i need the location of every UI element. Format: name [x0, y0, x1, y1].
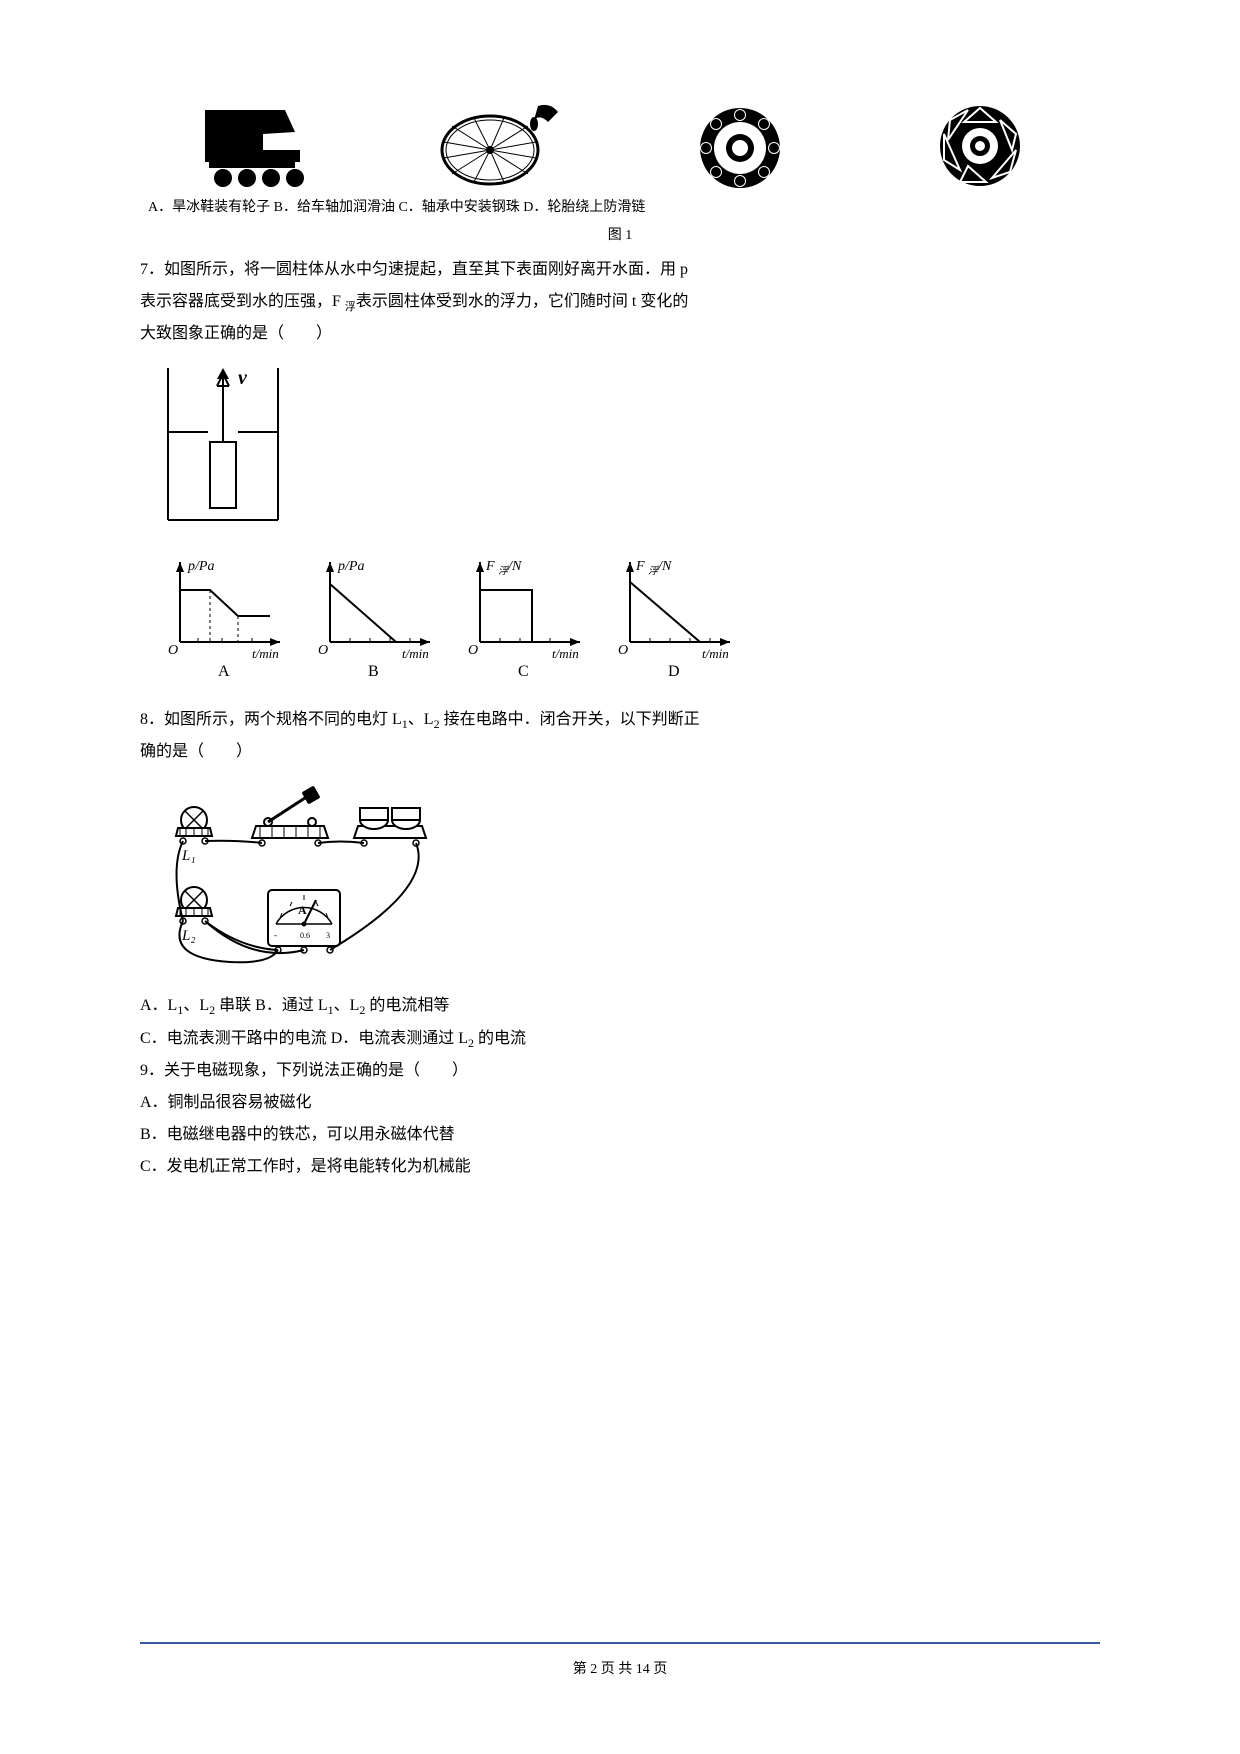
svg-text:O: O	[168, 643, 178, 658]
q8-opt-A-a: A．L	[140, 997, 177, 1014]
q7-options-svg: p/Pa t/min O A	[160, 552, 760, 682]
wheel-oil-icon	[430, 100, 570, 190]
svg-text:0.6: 0.6	[300, 931, 310, 940]
bearing-icon	[680, 100, 800, 190]
figure1-item-d	[860, 100, 1100, 190]
q8-line1-c: 接在电路中．闭合开关，以下判断正	[440, 711, 700, 728]
q8-opt-C: C．电流表测干路中的电流	[140, 1030, 327, 1047]
svg-text:O: O	[618, 643, 628, 658]
q7-line2-sub: 浮	[345, 301, 356, 313]
svg-text:t/min: t/min	[402, 646, 429, 661]
q9-stem: 9．关于电磁现象，下列说法正确的是（ ）	[140, 1055, 1100, 1087]
svg-text:t/min: t/min	[702, 646, 729, 661]
q8-line1-b: 、L	[408, 711, 434, 728]
q8-opt-B-b: 、L	[334, 997, 360, 1014]
svg-text:D: D	[668, 663, 680, 680]
svg-text:p/Pa: p/Pa	[337, 559, 364, 574]
q7-line2-b: 表示圆柱体受到水的浮力，它们随时间 t 变化的	[356, 293, 688, 310]
footer-a: 第	[573, 1662, 591, 1677]
svg-text:t/min: t/min	[552, 646, 579, 661]
q8-opt-B-a: B．通过 L	[251, 997, 327, 1014]
footer-b: 页 共	[597, 1662, 636, 1677]
q8-circuit-svg: L₁ L₂	[160, 778, 440, 968]
q8-opt-A-c: 串联	[215, 997, 251, 1014]
q8-diagram: L₁ L₂	[160, 778, 1100, 980]
q8-line2: 确的是（ ）	[140, 736, 1100, 768]
svg-text:p/Pa: p/Pa	[187, 559, 214, 574]
q7-line2-a: 表示容器底受到水的压强，F	[140, 293, 345, 310]
skate-icon	[195, 100, 325, 190]
figure1-caption: 图 1	[140, 222, 1100, 250]
svg-text:O: O	[468, 643, 478, 658]
tire-chain-icon	[920, 100, 1040, 190]
svg-text:L₁: L₁	[181, 848, 196, 864]
footer-divider	[140, 1642, 1100, 1644]
svg-text:O: O	[318, 643, 328, 658]
content-area: A．旱冰鞋装有轮子 B．给车轴加润滑油 C．轴承中安装钢珠 D．轮胎绕上防滑链 …	[140, 100, 1100, 1183]
svg-text:F 浮/N: F 浮/N	[635, 559, 672, 577]
q8-opt-A-b: 、L	[183, 997, 209, 1014]
figure1-images	[140, 100, 1100, 190]
q8-options-row1: A．L1、L2 串联 B．通过 L1、L2 的电流相等	[140, 990, 1100, 1022]
page: A．旱冰鞋装有轮子 B．给车轴加润滑油 C．轴承中安装钢珠 D．轮胎绕上防滑链 …	[0, 0, 1240, 1754]
svg-text:F 浮/N: F 浮/N	[485, 559, 522, 577]
svg-text:C: C	[518, 663, 529, 680]
q7-diagram: v	[160, 360, 1100, 542]
svg-text:-: -	[274, 930, 277, 940]
footer-total: 14	[636, 1662, 650, 1677]
q8-opt-B-c: 的电流相等	[365, 997, 449, 1014]
figure1-item-c	[620, 100, 860, 190]
q8-line1: 8．如图所示，两个规格不同的电灯 L1、L2 接在电路中．闭合开关，以下判断正	[140, 704, 1100, 736]
figure1-caption-row: A．旱冰鞋装有轮子 B．给车轴加润滑油 C．轴承中安装钢珠 D．轮胎绕上防滑链	[140, 194, 1100, 222]
svg-text:t/min: t/min	[252, 646, 279, 661]
q9-A: A．铜制品很容易被磁化	[140, 1087, 1100, 1119]
q8-line1-a: 8．如图所示，两个规格不同的电灯 L	[140, 711, 402, 728]
q7-line2: 表示容器底受到水的压强，F 浮表示圆柱体受到水的浮力，它们随时间 t 变化的	[140, 286, 1100, 318]
svg-text:L₂: L₂	[181, 928, 196, 944]
svg-text:A: A	[218, 663, 230, 680]
q9-B: B．电磁继电器中的铁芯，可以用永磁体代替	[140, 1119, 1100, 1151]
footer-text: 第 2 页 共 14 页	[0, 1656, 1240, 1684]
figure1-item-b	[380, 100, 620, 190]
svg-text:3: 3	[326, 931, 330, 940]
q7-container-svg: v	[160, 360, 290, 530]
svg-text:v: v	[238, 367, 248, 389]
svg-text:B: B	[368, 663, 379, 680]
q9-C: C．发电机正常工作时，是将电能转化为机械能	[140, 1151, 1100, 1183]
q8-opt-D-b: 的电流	[474, 1030, 526, 1047]
q8-opt-D-a: D．电流表测通过 L	[327, 1030, 468, 1047]
svg-text:A: A	[298, 903, 307, 917]
q8-options-row2: C．电流表测干路中的电流 D．电流表测通过 L2 的电流	[140, 1023, 1100, 1055]
q7-options: p/Pa t/min O A	[160, 552, 1100, 694]
q7-line1: 7．如图所示，将一圆柱体从水中匀速提起，直至其下表面刚好离开水面．用 p	[140, 254, 1100, 286]
q7-line3: 大致图象正确的是（ ）	[140, 318, 1100, 350]
figure1-item-a	[140, 100, 380, 190]
footer-c: 页	[650, 1662, 668, 1677]
